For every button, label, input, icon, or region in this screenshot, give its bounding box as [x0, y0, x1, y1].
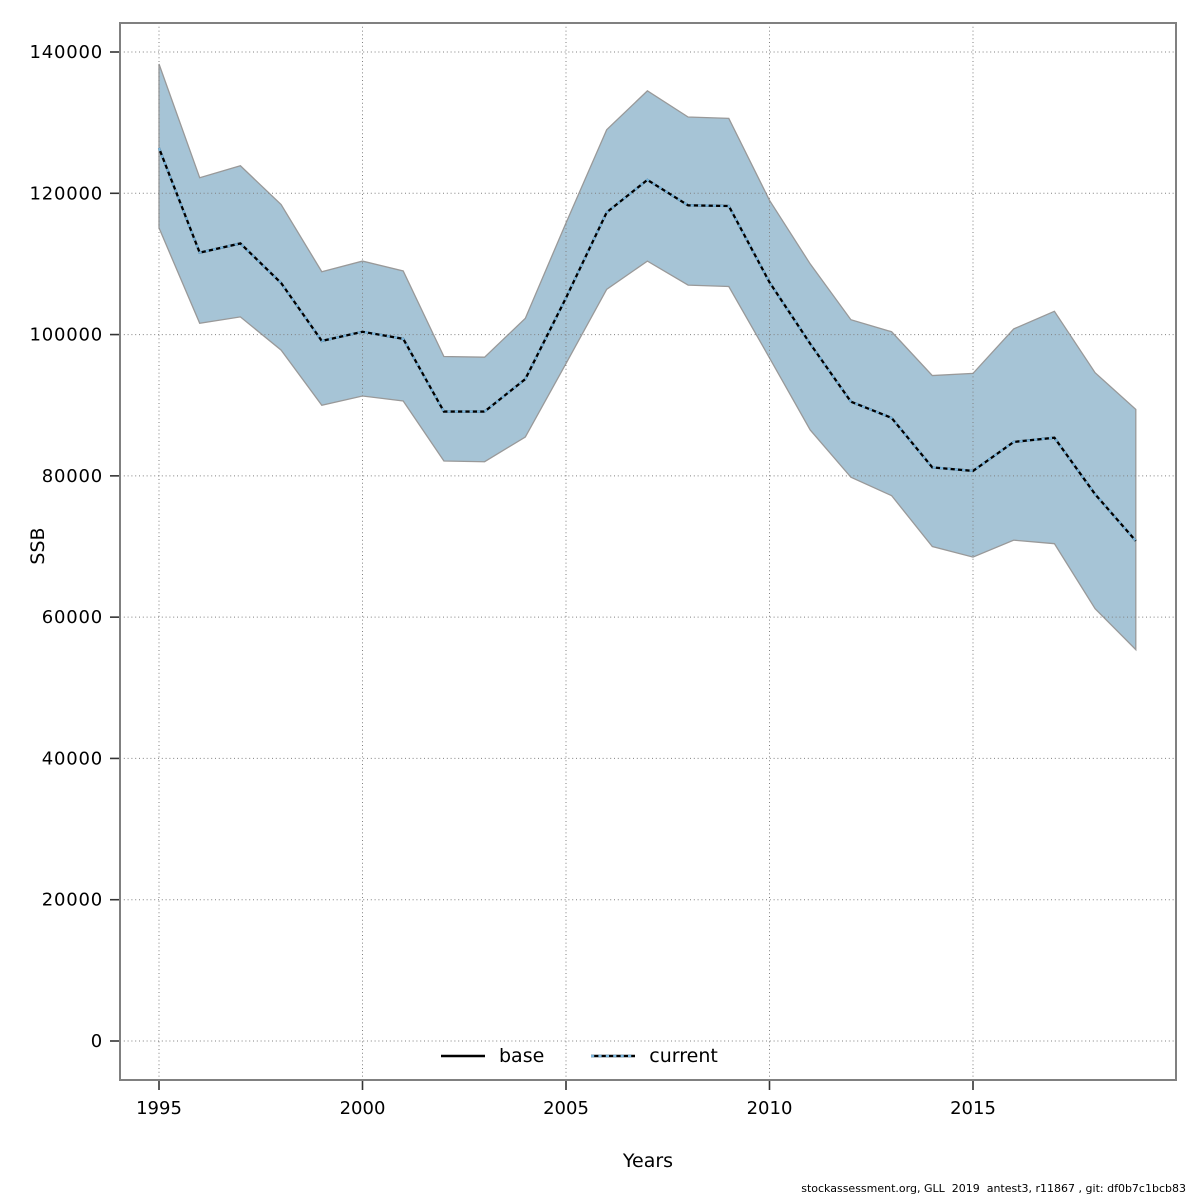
- y-tick-label-140000: 140000: [29, 42, 103, 63]
- legend: base current: [440, 1044, 718, 1068]
- y-tick-label-100000: 100000: [29, 325, 103, 346]
- legend-item-current: current: [590, 1044, 718, 1068]
- gridlines: [120, 23, 1176, 1080]
- legend-label-base: base: [499, 1045, 545, 1067]
- x-tick-label-2010: 2010: [747, 1098, 793, 1119]
- x-axis-title: Years: [622, 1150, 674, 1172]
- current-line-sample-icon: [591, 1054, 636, 1058]
- y-tick-label-80000: 80000: [42, 466, 103, 487]
- legend-item-base: base: [440, 1044, 544, 1068]
- y-tick-label-120000: 120000: [29, 183, 103, 204]
- x-tick-label-2005: 2005: [543, 1098, 589, 1119]
- y-tick-label-0: 0: [91, 1031, 103, 1052]
- base-line-sample-icon: [441, 1054, 485, 1058]
- x-tick-label-2000: 2000: [340, 1098, 386, 1119]
- legend-label-current: current: [649, 1045, 718, 1067]
- current-ssb-line: [157, 147, 1137, 542]
- plot-frame: [119, 22, 1177, 1081]
- y-tick-label-60000: 60000: [42, 607, 103, 628]
- x-tick-label-1995: 1995: [136, 1098, 182, 1119]
- y-tick-label-40000: 40000: [42, 748, 103, 769]
- x-tick-label-2015: 2015: [950, 1098, 996, 1119]
- footer-attribution: stockassessment.org, GLL 2019 antest3, r…: [801, 1182, 1186, 1195]
- confidence-band: [158, 63, 1137, 652]
- axes: 1995 2000 2005 2010 2015 0 20000 40000 60000 8000…: [29, 42, 995, 1119]
- y-tick-label-20000: 20000: [42, 890, 103, 911]
- y-axis-title: SSB: [27, 527, 49, 565]
